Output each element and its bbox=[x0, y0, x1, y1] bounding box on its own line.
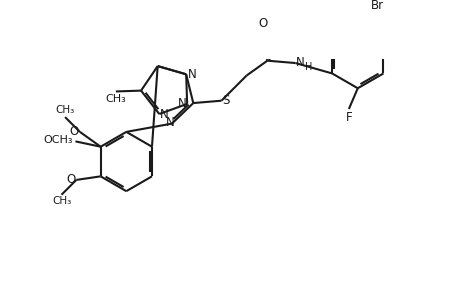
Text: N: N bbox=[296, 56, 304, 69]
Text: N: N bbox=[160, 107, 168, 121]
Text: N: N bbox=[177, 98, 186, 110]
Text: N: N bbox=[187, 68, 196, 81]
Text: Br: Br bbox=[369, 0, 383, 12]
Text: O: O bbox=[258, 17, 267, 30]
Text: O: O bbox=[70, 125, 79, 138]
Text: CH₃: CH₃ bbox=[105, 94, 126, 104]
Text: N: N bbox=[166, 116, 174, 129]
Text: O: O bbox=[66, 173, 75, 186]
Text: CH₃: CH₃ bbox=[52, 196, 71, 206]
Text: S: S bbox=[222, 94, 229, 107]
Text: F: F bbox=[345, 111, 352, 124]
Text: H: H bbox=[304, 62, 312, 72]
Text: CH₃: CH₃ bbox=[56, 106, 74, 116]
Text: OCH₃: OCH₃ bbox=[44, 135, 73, 145]
